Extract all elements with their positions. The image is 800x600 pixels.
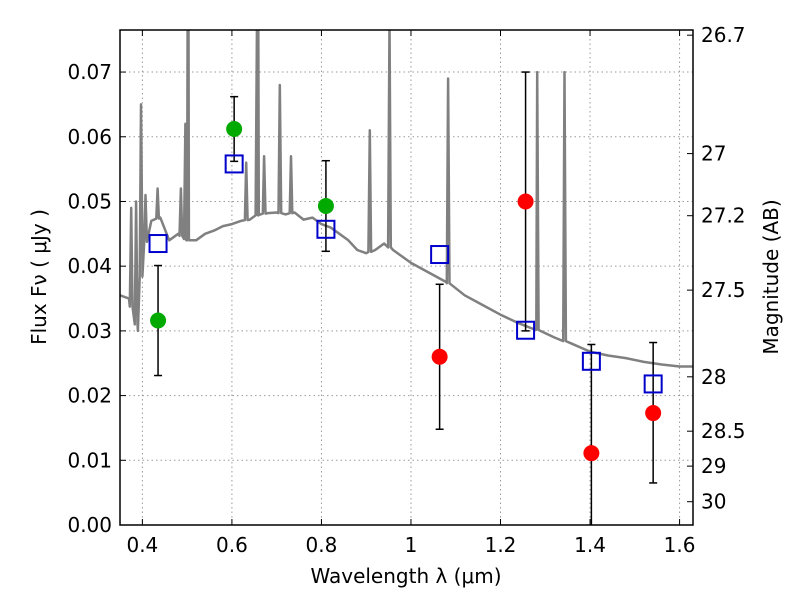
upper-limit-point <box>517 193 534 210</box>
model-photometry-square <box>148 234 168 254</box>
model-photometry-square <box>224 154 244 174</box>
grid-lines <box>120 30 693 525</box>
y-tick-label: 0.07 <box>67 60 112 84</box>
y-tick-label: 0.02 <box>67 384 112 408</box>
x-axis-ticks: 0.4 0.6 0.8 1 1.2 1.4 1.6 <box>126 30 695 557</box>
y-tick-label: 0.06 <box>67 125 112 149</box>
model-photometry-square <box>316 219 336 239</box>
right-axis-tick-label: 30 <box>701 490 726 514</box>
data-markers <box>148 121 663 462</box>
y-tick-label: 0.00 <box>67 513 112 537</box>
error-bars <box>154 71 658 525</box>
x-tick-label: 1.4 <box>574 533 606 557</box>
x-axis-title: Wavelength λ (μm) <box>310 564 501 588</box>
right-axis-ticks: 26.7 27 27.2 27.5 28 28.5 29 30 <box>687 23 746 514</box>
plot-frame <box>119 29 694 526</box>
right-axis-tick-label: 27 <box>701 142 726 166</box>
y-axis-title: Flux Fν ( μJy ) <box>27 209 51 345</box>
right-axis-tick-label: 27.5 <box>701 278 746 302</box>
detection-point <box>317 198 334 214</box>
right-axis-tick-label: 26.7 <box>701 23 746 47</box>
right-axis-title: Magnitude (AB) <box>759 199 783 354</box>
y-tick-label: 0.04 <box>67 254 112 278</box>
y-tick-label: 0.05 <box>67 189 112 213</box>
detection-point <box>226 121 243 137</box>
x-tick-label: 1.6 <box>664 533 696 557</box>
model-photometry-square <box>643 374 663 394</box>
right-axis-tick-label: 28.5 <box>701 419 746 443</box>
x-tick-label: 1.2 <box>485 533 517 557</box>
detection-point <box>150 312 167 329</box>
model-photometry-square <box>430 245 450 265</box>
y-tick-label: 0.03 <box>67 319 112 343</box>
sed-spectrum <box>120 30 693 368</box>
upper-limit-point <box>431 348 448 365</box>
upper-limit-point <box>583 445 600 462</box>
y-tick-label: 0.01 <box>67 448 112 472</box>
x-tick-label: 0.6 <box>216 533 248 557</box>
right-axis-tick-label: 28 <box>701 365 726 389</box>
model-photometry-square <box>581 351 601 371</box>
model-photometry-square <box>516 320 536 340</box>
x-tick-label: 1 <box>405 533 418 557</box>
x-tick-label: 0.8 <box>306 533 338 557</box>
right-axis-tick-label: 29 <box>701 454 726 478</box>
upper-limit-point <box>645 405 662 422</box>
x-tick-label: 0.4 <box>126 533 158 557</box>
y-axis-ticks: 0.00 0.01 0.02 0.03 0.04 0.05 0.06 0.07 <box>67 60 126 537</box>
right-axis-tick-label: 27.2 <box>701 204 746 228</box>
sed-spectrum-line <box>120 30 693 368</box>
